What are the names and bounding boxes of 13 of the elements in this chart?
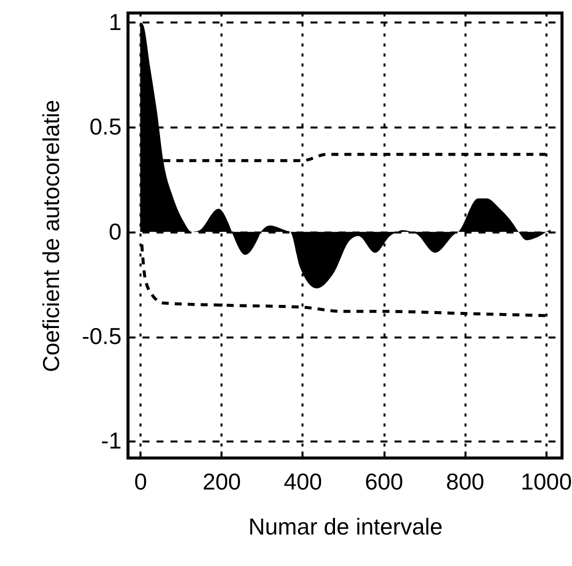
x-tick-label: 0 <box>134 468 148 494</box>
x-tick-label: 800 <box>446 468 484 494</box>
y-tick-label: 0 <box>108 218 122 244</box>
y-axis-title: Coeficient de autocorelatie <box>38 100 64 372</box>
y-tick-label: 0.5 <box>90 114 122 140</box>
y-tick-label: -1 <box>101 428 122 454</box>
x-tick-label: 600 <box>364 468 404 494</box>
x-tick-label: 200 <box>202 468 241 494</box>
x-tick-label: 400 <box>284 468 322 494</box>
y-tick-label: -0.5 <box>82 323 122 350</box>
x-tick-label: 1000 <box>520 468 572 494</box>
y-tick-label: 1 <box>108 8 122 35</box>
x-axis-title: Numar de intervale <box>248 514 443 540</box>
